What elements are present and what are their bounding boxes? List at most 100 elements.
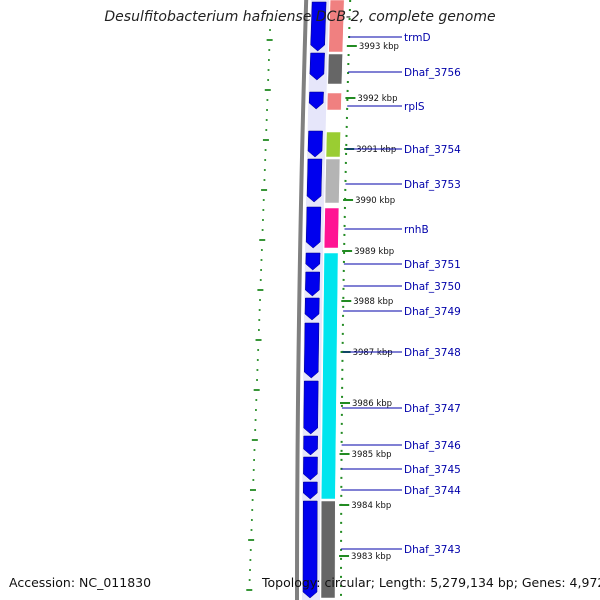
cds-feature: [303, 380, 319, 435]
track-dot: [267, 59, 270, 61]
track-dot: [266, 109, 268, 111]
track-dot: [261, 189, 268, 191]
genome-backbone: [295, 0, 309, 600]
track-dot: [257, 289, 264, 291]
gene-label[interactable]: Dhaf_3754: [404, 144, 461, 156]
gene-label[interactable]: Dhaf_3748: [404, 347, 461, 359]
track-dot: [254, 429, 257, 431]
gene-labels: trmD Dhaf_3756 rplS Dhaf_3754 Dhaf_3753 rnhB D…: [341, 32, 461, 556]
gene-label[interactable]: Dhaf_3746: [404, 440, 461, 452]
track-dot: [269, 19, 272, 21]
cds-feature: [306, 158, 323, 203]
cog-feature: [324, 158, 341, 204]
track-dot: [250, 529, 253, 531]
track-dot: [254, 419, 257, 421]
track-dot: [262, 209, 265, 211]
kbp-label: 3988 kbp: [353, 297, 393, 307]
kbp-label: 3986 kbp: [352, 399, 392, 409]
cds-feature: [303, 435, 318, 456]
track-dot: [264, 159, 267, 161]
cds-feature: [303, 481, 318, 500]
cds-feature: [307, 130, 323, 158]
track-dot: [264, 89, 271, 91]
cog-feature: [327, 53, 343, 85]
kbp-label: 3993 kbp: [359, 42, 399, 52]
track-dot: [268, 49, 271, 51]
gene-label[interactable]: Dhaf_3750: [404, 281, 461, 293]
track-dot: [259, 239, 266, 241]
cds-feature: [303, 456, 318, 481]
track-dot: [256, 379, 258, 381]
accession-text: Accession: NC_011830: [9, 575, 152, 590]
kbp-label: 3992 kbp: [357, 94, 397, 104]
track-dot: [249, 489, 256, 491]
cog-feature: [323, 207, 340, 249]
track-dot: [260, 249, 263, 251]
track-dot: [249, 569, 251, 571]
track-dot: [262, 139, 269, 141]
cog-feature: [320, 500, 336, 599]
genome-summary: Topology: circular; Length: 5,279,134 bp…: [262, 575, 600, 590]
cds-feature: [302, 500, 318, 599]
gene-label[interactable]: rnhB: [404, 224, 429, 236]
track-dot: [253, 449, 256, 451]
track-dot: [252, 479, 255, 481]
kbp-label: 3987 kbp: [353, 348, 393, 358]
gene-label[interactable]: Dhaf_3743: [404, 544, 461, 556]
track-dot: [267, 69, 270, 71]
feature-rings: [294, 0, 345, 600]
cds-feature: [304, 322, 320, 379]
track-dot: [249, 549, 252, 551]
track-dot: [267, 79, 270, 81]
track-dot: [248, 539, 255, 541]
gene-label[interactable]: Dhaf_3747: [404, 403, 461, 415]
track-dot: [269, 29, 271, 31]
kbp-label: 3983 kbp: [351, 552, 391, 562]
cog-feature: [326, 92, 342, 111]
tick-ring: [340, 0, 352, 600]
cds-feature: [309, 52, 325, 81]
track-dot: [255, 339, 262, 341]
track-dot: [256, 369, 259, 371]
cds-feature: [305, 252, 321, 271]
track-dot: [251, 499, 254, 501]
track-dot: [266, 39, 273, 41]
track-dot: [253, 459, 255, 461]
track-dot: [260, 269, 263, 271]
track-dot: [257, 349, 260, 351]
cds-feature: [304, 297, 320, 321]
track-dot: [255, 399, 258, 401]
track-dot: [263, 169, 266, 171]
track-dot: [251, 509, 254, 511]
cds-feature: [305, 271, 320, 297]
gene-label[interactable]: Dhaf_3745: [404, 464, 461, 476]
track-dot: [263, 179, 266, 181]
track-dot: [262, 199, 265, 201]
track-dot: [252, 469, 255, 471]
kbp-label: 3989 kbp: [354, 247, 394, 257]
cog-feature: [328, 0, 345, 53]
cog-feature: [321, 252, 339, 500]
kbp-label: 3985 kbp: [352, 450, 392, 460]
cog-feature: [325, 131, 341, 158]
gene-label[interactable]: Dhaf_3749: [404, 306, 461, 318]
track-dot: [250, 519, 253, 521]
gene-label[interactable]: Dhaf_3756: [404, 67, 461, 79]
track-dot: [258, 309, 261, 311]
track-dot: [262, 219, 264, 221]
track-dot: [258, 329, 260, 331]
gene-label[interactable]: rplS: [404, 101, 425, 113]
track-dot: [251, 439, 258, 441]
track-dot: [260, 259, 263, 261]
gene-label[interactable]: Dhaf_3753: [404, 179, 461, 191]
track-dot: [266, 99, 269, 101]
kbp-label: 3984 kbp: [351, 501, 391, 511]
track-dot: [261, 229, 264, 231]
gene-label[interactable]: trmD: [404, 32, 431, 44]
gene-label[interactable]: Dhaf_3751: [404, 259, 461, 271]
gene-label[interactable]: Dhaf_3744: [404, 485, 461, 497]
position-ticks: 3993 kbp 3992 kbp 3991 kbp 3990 kbp 3989 kbp…: [246, 0, 399, 600]
track-dot: [259, 299, 261, 301]
